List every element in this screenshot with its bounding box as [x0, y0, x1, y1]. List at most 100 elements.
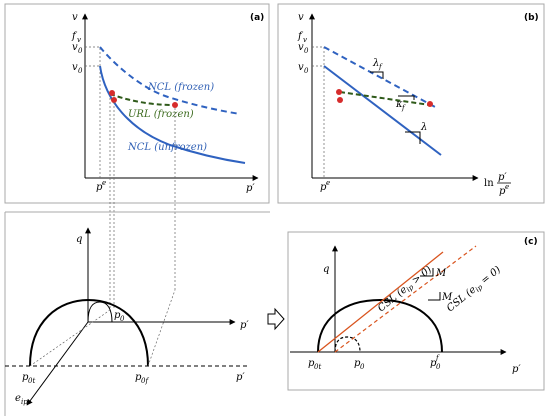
svg-text:p: p — [430, 358, 437, 369]
svg-text:λ: λ — [372, 58, 379, 69]
svg-text:v: v — [72, 62, 78, 73]
svg-text:0: 0 — [78, 47, 83, 55]
red-point — [172, 102, 178, 108]
panel-b-y-axis-label: v — [298, 12, 304, 23]
left-p-axis-label: p′ — [240, 320, 249, 331]
panel-a-tag: (a) — [250, 13, 264, 23]
panel-c: (c) q p′ M M CSL (eip > 0) CSL (eip = 0)… — [287, 231, 545, 391]
left-large-ellipse — [29, 298, 149, 367]
left-p0f-label: p 0f — [135, 372, 149, 385]
svg-text:f: f — [297, 31, 304, 42]
svg-text:ip: ip — [21, 398, 28, 406]
slope-triangle-m-lower — [428, 292, 441, 301]
svg-text:0: 0 — [304, 67, 309, 75]
ncl-unfrozen-curve — [99, 65, 246, 164]
slope-triangle-lambda — [405, 131, 421, 144]
svg-text:0: 0 — [120, 315, 125, 323]
svg-text:p: p — [96, 182, 103, 193]
panel-b-tag: (b) — [524, 13, 539, 23]
panel-a-y-axis-label: v — [72, 12, 78, 23]
panel-c-p-label: p′ — [512, 364, 521, 375]
panel-a-tick-v0-lower: v 0 — [72, 62, 83, 75]
left-e-label: e ip — [15, 393, 28, 406]
svg-text:ln: ln — [484, 178, 494, 189]
slope-triangle-kappa-f — [398, 95, 415, 100]
m-label-lower: M — [441, 292, 453, 303]
lambda-f-label: λ f — [372, 58, 383, 71]
panel-a-x-axis-label: p′ — [246, 183, 255, 194]
svg-text:p: p — [320, 182, 327, 193]
red-point — [336, 89, 342, 95]
ncl-frozen-curve — [99, 46, 241, 115]
red-point — [111, 97, 117, 103]
svg-text:v: v — [303, 36, 307, 44]
svg-text:p: p — [499, 186, 506, 197]
panel-b-x-axis-label: ln p′ p e — [484, 172, 511, 197]
svg-text:0t: 0t — [28, 377, 35, 385]
svg-text:0: 0 — [436, 363, 441, 371]
panel-b-tick-fv: f v — [297, 31, 307, 44]
panel-c-p0t-label: p 0t — [308, 358, 321, 371]
panel-left-3d: q p′ p′ p 0 e ip p 0t p 0f — [4, 211, 270, 416]
svg-text:p: p — [135, 372, 142, 383]
svg-text:p′: p′ — [498, 172, 507, 183]
left-p0-label: p 0 — [114, 310, 125, 323]
panel-b: (b) v f v v 0 v 0 λ f κ f — [277, 3, 545, 204]
ncl-frozen-line — [323, 46, 438, 109]
ncl-frozen-label: NCL (frozen) — [147, 82, 214, 93]
panel-c-p0f-label: p 0 f — [430, 354, 441, 371]
ncl-unfrozen-line — [323, 65, 442, 156]
url-frozen-curve — [109, 93, 175, 106]
panel-a: (a) v p′ f v v 0 v 0 NCL (frozen) URL (f… — [4, 3, 270, 204]
svg-text:e: e — [326, 179, 330, 187]
svg-text:0: 0 — [360, 363, 365, 371]
svg-text:0t: 0t — [314, 363, 321, 371]
panel-b-tick-v0-upper: v 0 — [298, 42, 309, 55]
svg-text:p: p — [114, 310, 121, 321]
svg-text:v: v — [77, 36, 81, 44]
svg-text:e: e — [505, 183, 509, 191]
svg-text:p: p — [354, 358, 361, 369]
panel-a-guide-frozen — [85, 46, 101, 178]
svg-text:0: 0 — [78, 67, 83, 75]
kappa-f-label: κ f — [395, 99, 406, 112]
svg-text:0f: 0f — [141, 377, 149, 385]
left-q-label: q — [76, 234, 82, 245]
panel-b-x-tick-pe: p e — [320, 179, 330, 193]
left-projection-guide — [29, 309, 111, 367]
left-e-axis — [26, 321, 89, 406]
panel-c-small-ellipse — [334, 336, 361, 353]
svg-text:f: f — [435, 354, 440, 362]
svg-text:f: f — [71, 31, 78, 42]
svg-text:v: v — [72, 42, 78, 53]
left-projection-guide — [147, 289, 176, 367]
red-point — [337, 97, 343, 103]
left-lower-axis-label: p′ — [236, 372, 245, 383]
transition-arrow-icon — [267, 307, 285, 331]
svg-text:v: v — [298, 42, 304, 53]
url-frozen-line — [339, 91, 431, 106]
panel-c-tag: (c) — [524, 237, 538, 247]
svg-text:f: f — [401, 104, 406, 112]
panel-a-tick-fv: f v — [71, 31, 81, 44]
red-point — [109, 90, 115, 96]
panel-a-frame — [4, 3, 270, 204]
svg-text:0: 0 — [304, 47, 309, 55]
csl-eip-zero-line — [334, 245, 477, 353]
svg-text:e: e — [15, 393, 21, 404]
svg-text:e: e — [102, 179, 106, 187]
svg-text:p: p — [308, 358, 315, 369]
panel-b-frame — [277, 3, 545, 204]
svg-text:v: v — [298, 62, 304, 73]
red-point — [427, 101, 433, 107]
lambda-label: λ — [420, 122, 427, 133]
svg-text:κ: κ — [395, 99, 403, 110]
svg-text:f: f — [378, 63, 383, 71]
panel-c-p0-label: p 0 — [354, 358, 365, 371]
panel-c-q-label: q — [323, 264, 329, 275]
slope-triangle-lambda-f — [370, 71, 384, 79]
panel-a-x-tick-pe: p e — [96, 179, 106, 193]
left-small-ellipse — [87, 301, 113, 323]
panel-c-frame — [287, 231, 545, 391]
